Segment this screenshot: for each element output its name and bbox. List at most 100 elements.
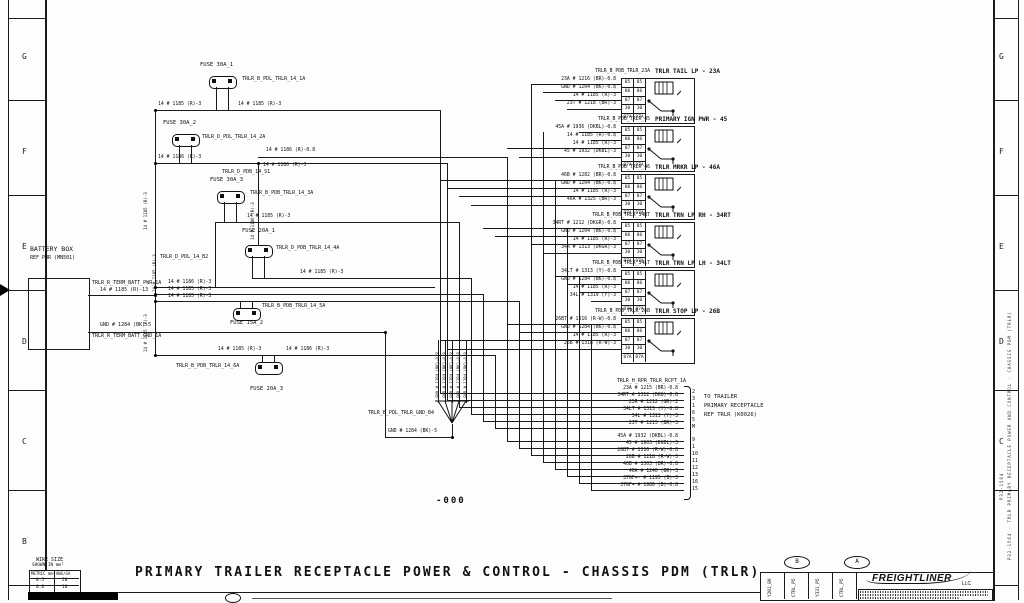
title-block-col-label: CTRL_P5	[792, 578, 797, 597]
relay-pin-number: 85	[624, 224, 631, 229]
zone-tick	[993, 18, 1018, 19]
relay-wire-label: GND # 1284 (BK)-0.8	[561, 276, 616, 282]
connector-wire-label: 23A # 1215 (BR)-0.8	[623, 385, 678, 391]
zone-tick	[8, 390, 45, 391]
zone-tick	[8, 490, 45, 491]
fuse-stub	[191, 145, 192, 163]
fuse-body	[255, 362, 283, 375]
relay-wire-label: 45 # 1932 (DKBL)-3	[564, 149, 616, 155]
fuse-pad	[212, 79, 216, 83]
zone-tick	[993, 490, 1018, 491]
wire-label: TRLR_B_PDB_TRLR_14_3A	[250, 190, 314, 196]
border-outer-right	[1018, 0, 1019, 600]
relay-wire-label: 34R # 1313 (DKGR)-3	[561, 245, 616, 251]
wire-label: GND # 1284 (BK)-0.8	[435, 352, 440, 398]
zone-tick	[8, 195, 45, 196]
relay-pin-divider	[633, 78, 634, 122]
wire-h	[215, 222, 459, 223]
relay-wire-label: 14 # 1185 (R)-3	[572, 92, 616, 98]
wire-h	[155, 163, 447, 164]
fuse-body	[217, 191, 245, 204]
fuse-stub	[252, 256, 253, 278]
relay-pin-divider	[645, 222, 646, 266]
relay-pin-number: 30	[636, 250, 643, 256]
wire-v	[579, 276, 580, 483]
wire-label: REF PWR (MN501)	[30, 255, 76, 261]
relay-pin-number: 30	[624, 154, 631, 160]
relay-pin-rowline	[621, 200, 645, 202]
wire-v	[531, 84, 532, 455]
relay-wire	[531, 244, 621, 246]
wire-label: 14 # 1185 (R)-3	[143, 192, 148, 230]
relay-pin-rowline	[621, 305, 645, 307]
relay-title: TRLR TRN LP LH - 34LT	[655, 260, 731, 267]
relay-pin-number: 87	[636, 289, 643, 295]
relay-wire	[459, 196, 621, 198]
wire-v	[438, 340, 439, 403]
relay-pin-number: 30	[636, 298, 643, 304]
relay-pin-rowline	[621, 257, 645, 259]
zone-letter: G	[22, 52, 27, 61]
connector-wire-label: 37GF+- # 1195 (B)-3	[623, 475, 678, 481]
relay-pin-number: 87	[636, 241, 643, 247]
wire-label: 14 # 1185 (R)-3	[143, 314, 148, 352]
relay-coil-contact-icon	[647, 129, 682, 164]
wire-label: GND # 1284 (BK)-0.8	[456, 352, 461, 398]
relay-pin-divider	[645, 174, 646, 218]
wire-label: 14 # 1185 (R)-3	[247, 214, 291, 219]
relay-pin-number: 87	[636, 193, 643, 199]
relay-wire-label: 14 # 1185 (R)-0.8	[566, 132, 616, 138]
relay-pin-number: 85	[624, 176, 631, 181]
wire-label: GND # 1284 (BK)-0.8	[449, 352, 454, 398]
relay-pin-rowline	[621, 248, 645, 250]
wire-v	[519, 301, 520, 448]
wire-label: GND # 1284 (BK)-5	[388, 429, 438, 434]
wire-label: 14 # 1185 (R)-13	[100, 287, 149, 293]
relay-wire	[447, 348, 621, 350]
fuse-stub	[179, 145, 180, 163]
page-reference: -000	[436, 496, 466, 506]
relay-pin-number: 86	[636, 328, 643, 334]
wire-junction	[154, 293, 157, 296]
fuse-stub	[224, 202, 225, 222]
fuse-pad	[191, 137, 195, 141]
logo-llc: LLC	[962, 581, 972, 587]
title-block-divider	[784, 572, 785, 599]
wire-label: FUSE 30A_2	[163, 120, 197, 126]
relay-pin-number: 30	[624, 106, 631, 112]
connector-pin-number: M	[692, 424, 696, 430]
zone-tick	[8, 290, 45, 291]
fuse-pad	[258, 365, 262, 369]
relay-pin-number: 86	[624, 280, 631, 286]
zone-letter: F	[999, 147, 1004, 156]
connector-pin-number: 9	[692, 437, 696, 443]
relay-pin-rowline	[621, 134, 645, 136]
wire-junction	[451, 436, 454, 439]
wire-table-cell: 0.8	[36, 585, 45, 590]
wire-label: 14 # 1185 (R)-3	[218, 347, 262, 352]
disclaimer-text-bar	[860, 597, 960, 599]
relay-pin-number: 85	[636, 176, 643, 181]
relay-pin-number: 87	[636, 145, 643, 151]
title-block-divider	[832, 572, 833, 599]
wire-table-headerline	[29, 578, 79, 579]
relay-wire	[440, 340, 621, 342]
relay-wire-label: 26B # 1318 (R-W)-3	[564, 341, 616, 347]
title-block-divider	[856, 572, 857, 599]
relay-pin-divider	[645, 318, 646, 362]
relay-pin-divider	[633, 270, 634, 314]
fuse-stub	[228, 87, 229, 110]
relay-pin-number: 87A	[623, 259, 632, 265]
relay-pin-rowline	[621, 191, 645, 193]
relay-pin-number: 87A	[623, 115, 632, 121]
relay-pin-number: 87A	[623, 211, 632, 217]
connector-pin-number: 5	[692, 417, 696, 423]
zone-letter: C	[22, 437, 27, 446]
relay-pin-divider	[633, 126, 634, 170]
fuse-body	[233, 308, 261, 321]
sheet-title: PRIMARY TRAILER RECEPTACLE POWER & CONTR…	[135, 565, 761, 580]
relay-coil-contact-icon	[647, 273, 682, 308]
relay-pin-number: 85	[624, 320, 631, 325]
relay-wire-label: GND # 1284 (BK)-0.8	[561, 324, 616, 330]
